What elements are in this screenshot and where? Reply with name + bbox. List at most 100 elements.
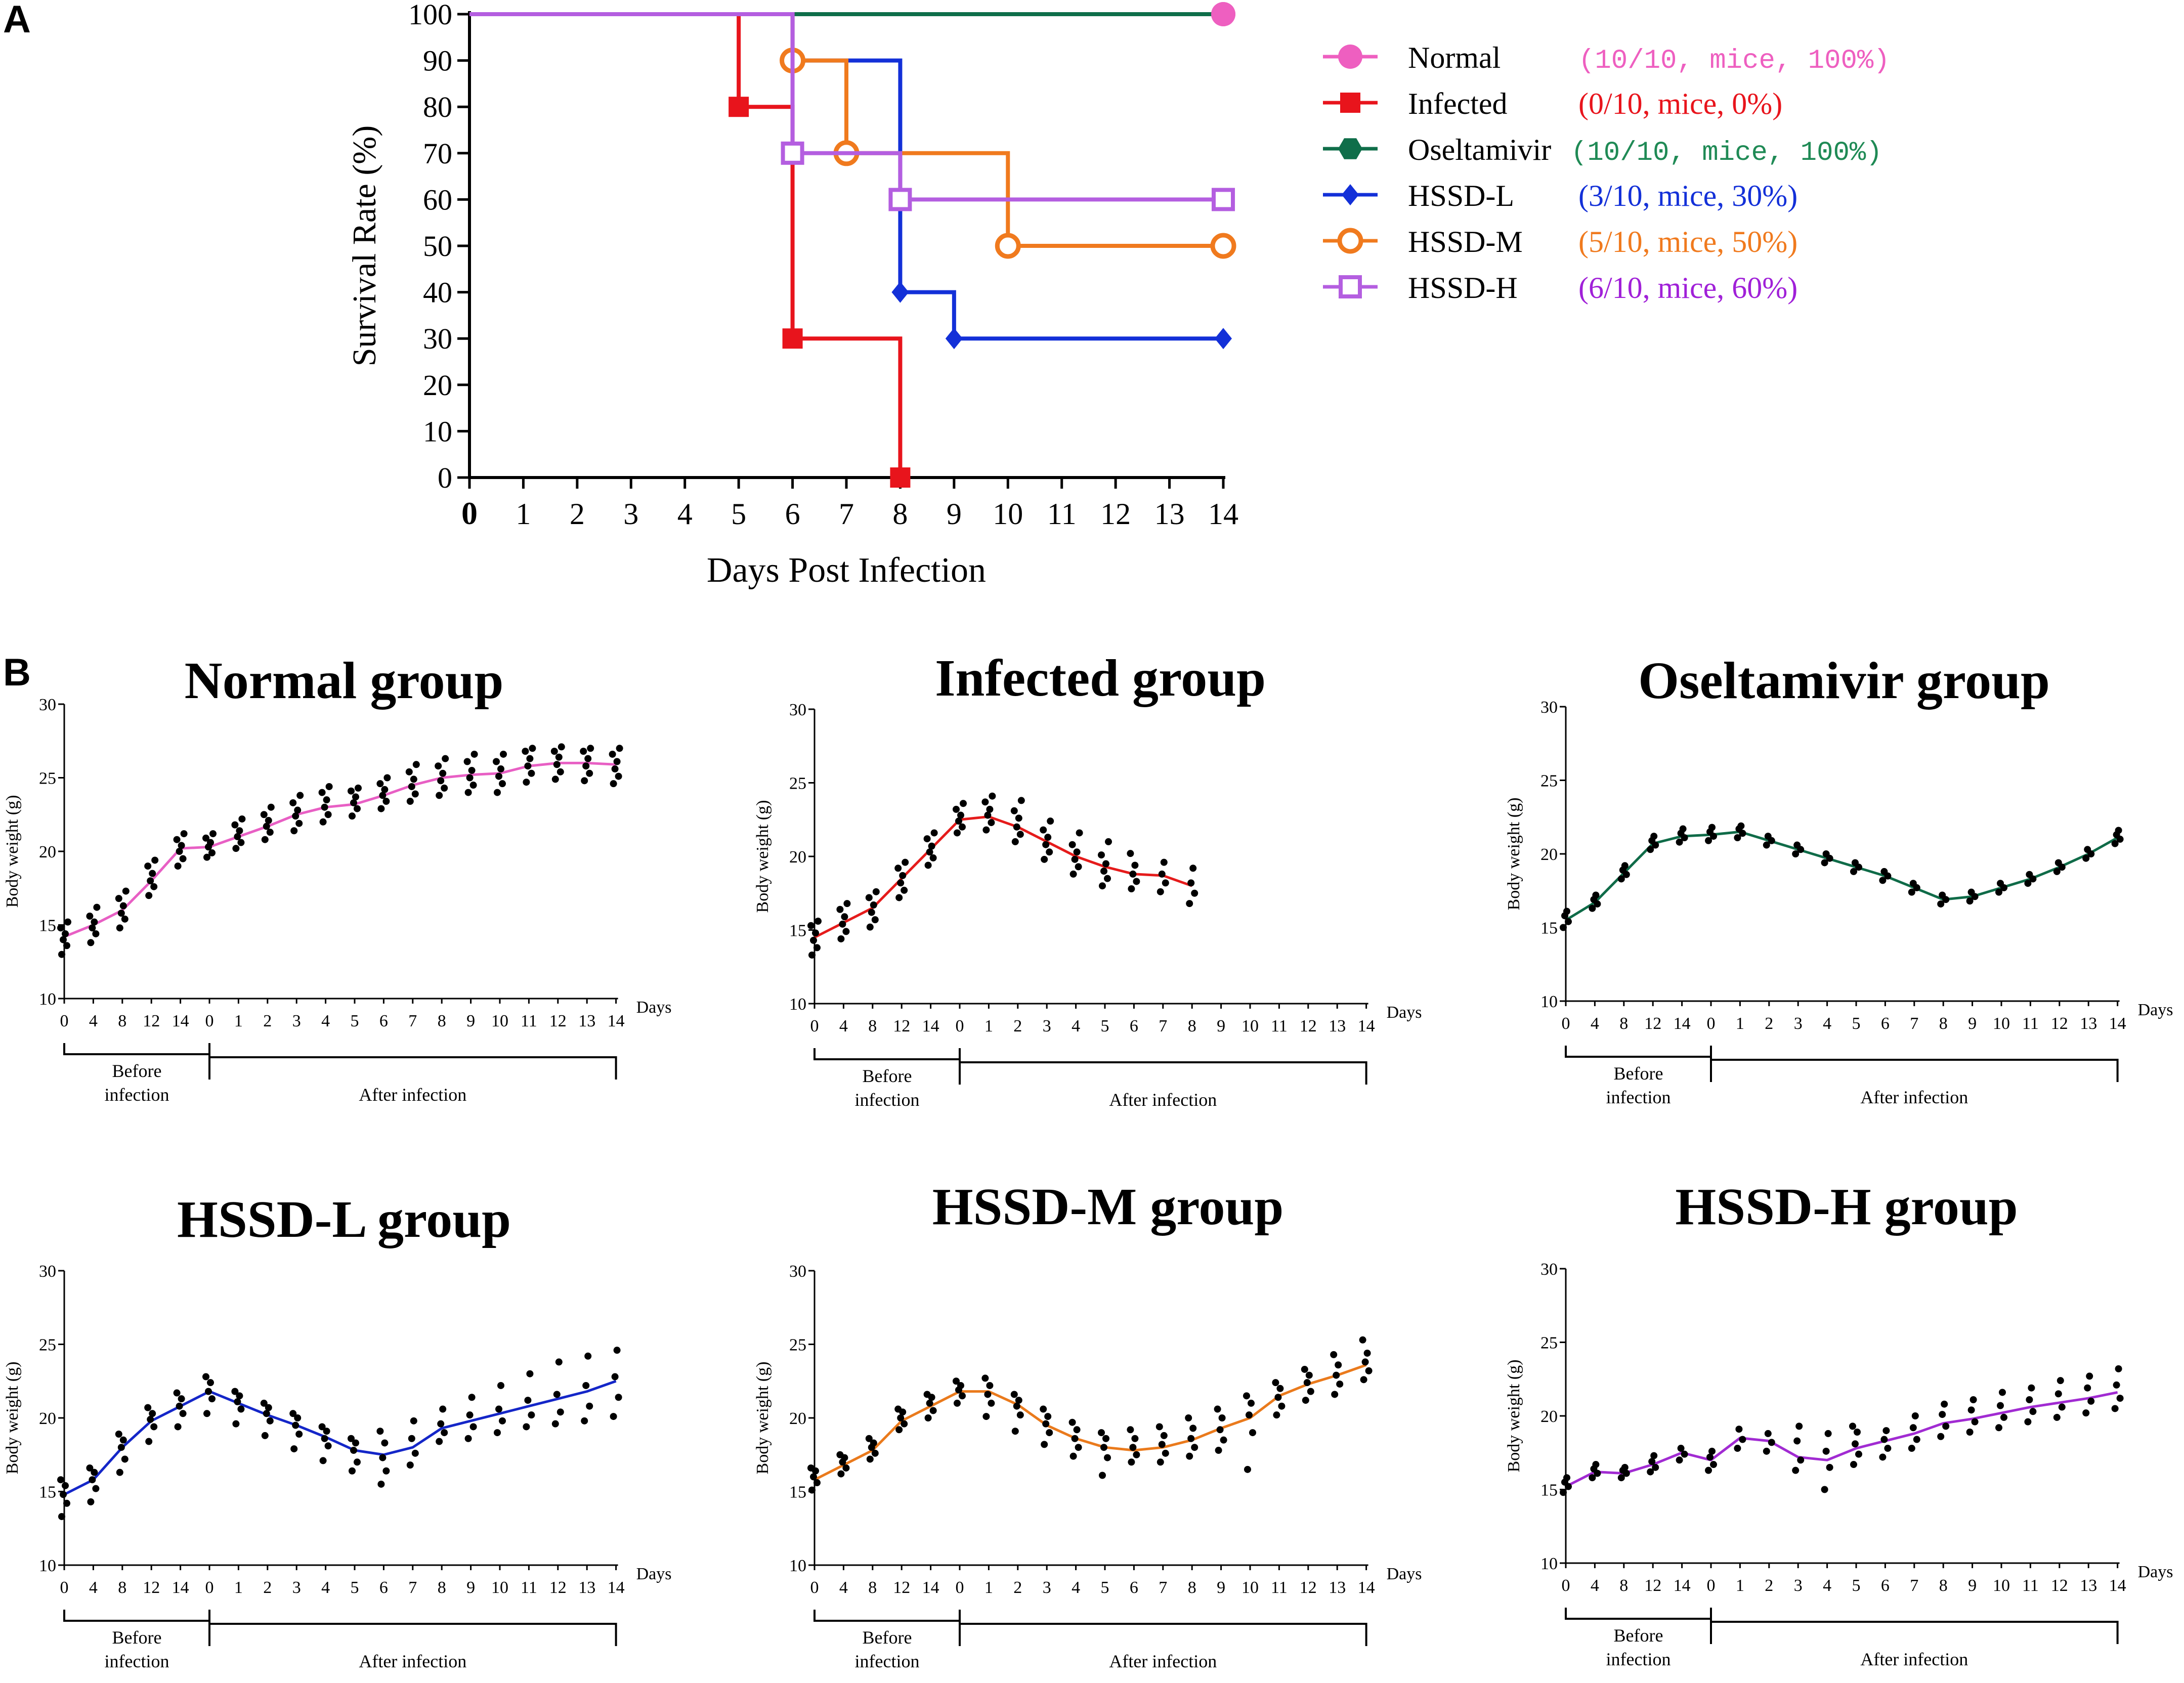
data-point (807, 1464, 815, 1472)
legend-label: Infected (1408, 87, 1508, 120)
data-point (408, 783, 415, 790)
data-point (437, 777, 445, 785)
data-point (1764, 833, 1772, 840)
data-point (89, 1476, 96, 1484)
data-point (1040, 826, 1047, 834)
legend-stat: (6/10, mice, 60%) (1578, 271, 1797, 305)
legend-marker (1337, 228, 1363, 254)
x-tick-label: 11 (2022, 1576, 2039, 1595)
data-point (2082, 1409, 2090, 1417)
data-point (1710, 1461, 1717, 1469)
data-point (1042, 841, 1050, 848)
data-point (1708, 824, 1716, 831)
x-tick-label: 2 (263, 1012, 272, 1030)
data-point (1942, 1422, 1950, 1430)
data-point (556, 1408, 564, 1416)
legend-marker (1338, 138, 1362, 159)
data-point (1792, 1466, 1800, 1474)
y-tick-label: 15 (39, 1483, 56, 1502)
x-axis-title: Days (2138, 1001, 2173, 1019)
mean-line (1565, 830, 2118, 922)
legend-item: HSSD-M (5/10, mice, 50%) (1323, 225, 1797, 258)
x-tick-label: 0 (205, 1012, 214, 1030)
data-point (321, 1435, 328, 1442)
data-point (1046, 1429, 1053, 1437)
x-tick-label: 9 (1217, 1017, 1225, 1035)
data-point (894, 865, 902, 872)
survival-y-tick-label: 80 (423, 91, 452, 123)
x-tick-label: 2 (263, 1578, 272, 1597)
x-tick-label: 14 (922, 1017, 939, 1035)
data-point (1162, 1449, 1169, 1457)
data-point (1621, 1463, 1629, 1471)
data-point (1104, 1454, 1111, 1461)
data-point (58, 951, 65, 958)
data-point (2026, 871, 2033, 878)
data-point (1187, 1435, 1195, 1442)
data-point (1971, 1418, 1979, 1426)
data-point (1909, 880, 1917, 887)
survival-y-tick-label: 50 (423, 230, 452, 263)
x-tick-label: 9 (1217, 1578, 1225, 1597)
data-point (1648, 1458, 1656, 1465)
data-point (1882, 1427, 1890, 1435)
data-point (953, 805, 960, 813)
data-point (584, 1352, 592, 1360)
data-point (323, 796, 330, 804)
y-tick-label: 20 (789, 1409, 806, 1428)
data-point (1104, 875, 1111, 882)
x-tick-label: 5 (1101, 1017, 1109, 1035)
data-point (871, 1449, 879, 1457)
x-tick-label: 12 (143, 1012, 160, 1030)
y-axis-title: Body weight (g) (1505, 1360, 1523, 1473)
legend-item: Oseltamivir (10/10, mice, 100%) (1323, 133, 1882, 168)
data-point (1937, 1433, 1945, 1440)
data-point (470, 750, 478, 758)
data-point (1128, 885, 1135, 893)
data-point (610, 780, 617, 788)
data-point (381, 1439, 389, 1447)
x-tick-label: 2 (1765, 1576, 1773, 1595)
x-tick-label: 4 (321, 1578, 330, 1597)
x-tick-label: 7 (1910, 1576, 1918, 1595)
data-point (1764, 1430, 1772, 1437)
data-point (1913, 1436, 1920, 1443)
data-point (1129, 1444, 1137, 1451)
data-point (115, 1431, 122, 1438)
data-point (610, 1413, 617, 1420)
data-point (1705, 837, 1712, 844)
data-point (92, 930, 100, 937)
data-point (1621, 862, 1629, 870)
x-tick-label: 6 (1881, 1014, 1890, 1033)
data-point (231, 821, 239, 829)
legend-item: HSSD-L (3/10, mice, 30%) (1323, 179, 1797, 212)
data-point (959, 1392, 966, 1400)
x-tick-label: 11 (521, 1578, 537, 1597)
data-point (865, 1435, 873, 1442)
before-infection-label: Before infection (855, 1066, 920, 1110)
x-tick-label: 3 (1043, 1017, 1051, 1035)
data-point (1042, 1420, 1050, 1428)
data-point (1069, 1452, 1077, 1460)
survival-x-tick-label: 14 (1208, 497, 1238, 531)
data-point (1276, 1385, 1284, 1392)
survival-x-tick-label: 4 (677, 497, 693, 531)
survival-series-hssd-h (469, 12, 1235, 211)
data-point (237, 839, 245, 846)
data-point (296, 792, 304, 799)
data-point (2111, 1405, 2119, 1412)
data-point (86, 1464, 94, 1472)
data-point (556, 768, 564, 775)
data-point (1966, 1429, 1974, 1436)
data-point (1102, 1435, 1109, 1442)
y-tick-label: 30 (1540, 698, 1558, 717)
legend-label: Oseltamivir (1408, 133, 1551, 166)
data-point (1617, 1474, 1625, 1482)
y-tick-label: 30 (1540, 1260, 1558, 1279)
data-point (60, 1491, 67, 1498)
data-point (1274, 1394, 1282, 1401)
x-tick-label: 4 (1072, 1578, 1080, 1597)
legend-stat: (10/10, mice, 100%) (1571, 138, 1882, 168)
